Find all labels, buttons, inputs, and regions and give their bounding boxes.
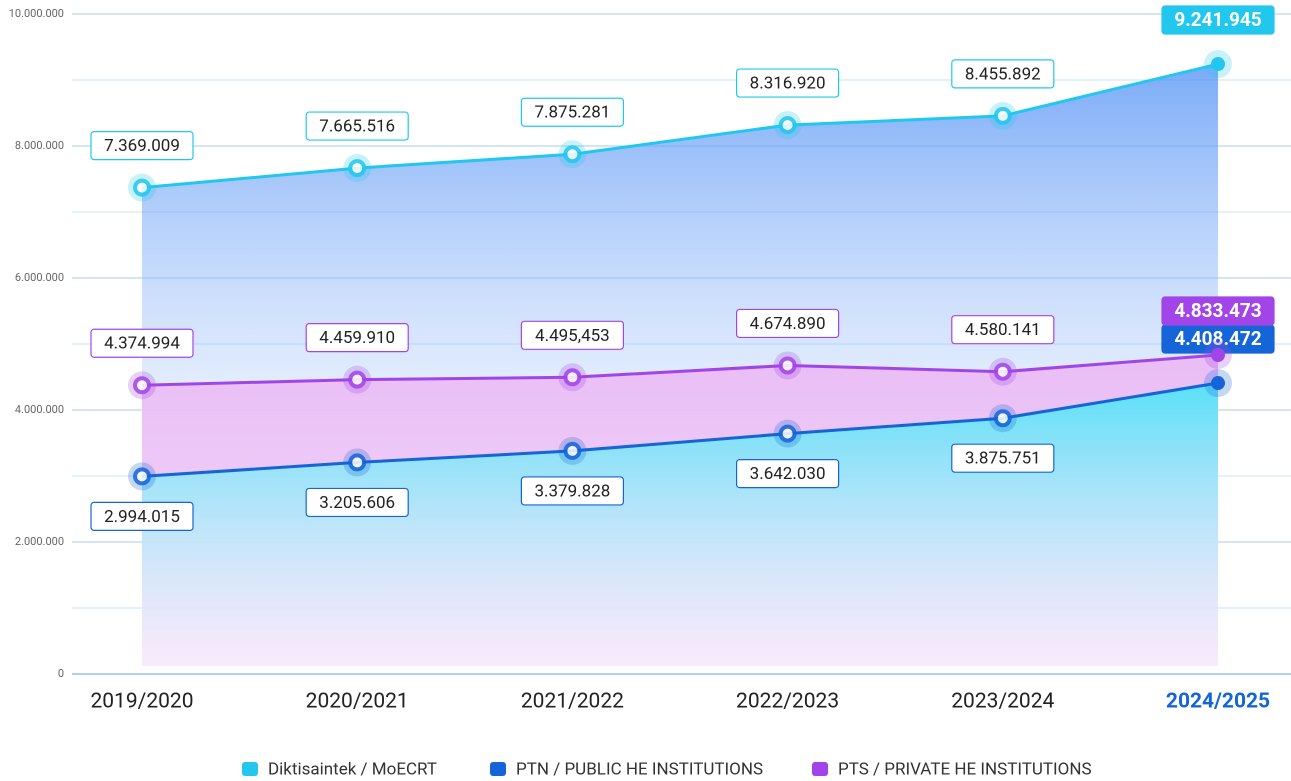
data-label-box: [90, 501, 194, 531]
data-label-group: 4.580.141: [951, 315, 1055, 345]
data-label: 9.241.945: [1174, 8, 1261, 31]
line: [141, 381, 1219, 478]
area: [142, 383, 1218, 666]
data-label-box: [735, 459, 840, 489]
data-label-box: [90, 328, 194, 358]
marker: [133, 376, 151, 395]
marker: [993, 409, 1012, 428]
line: [141, 353, 1219, 387]
data-label-group: 4.374.994: [90, 328, 194, 358]
marker: [778, 424, 797, 443]
marker: [993, 106, 1012, 125]
marker: [133, 467, 151, 486]
legend-swatch: [242, 762, 258, 776]
marker: [348, 159, 367, 178]
y-tick-label: 8.000.000: [15, 139, 64, 152]
data-label: 7.369.009: [104, 136, 180, 156]
data-label-group: 3.379.828: [520, 476, 625, 506]
legend-label: PTN / PUBLIC HE INSTITUTIONS: [516, 759, 763, 779]
data-label-group: 3.205.606: [305, 487, 409, 518]
x-tick-label: 2021/2022: [521, 690, 624, 714]
data-label-group: 4.833.473: [1161, 296, 1275, 326]
data-label-group: 2.994.015: [90, 501, 194, 531]
y-tick-label: 2.000.000: [15, 535, 64, 548]
data-label: 3.205.606: [319, 493, 395, 513]
data-label: 4.408.472: [1174, 327, 1261, 350]
marker: [563, 441, 582, 460]
legend-label: PTS / PRIVATE HE INSTITUTIONS: [838, 759, 1092, 779]
data-label-box: [90, 131, 194, 161]
data-label: 4.374.994: [104, 334, 180, 354]
data-label: 7.665.516: [319, 117, 395, 137]
marker: [563, 368, 582, 387]
y-tick-label: 6.000.000: [15, 271, 64, 284]
marker: [778, 356, 797, 375]
data-label-group: 8.455.892: [951, 59, 1055, 89]
data-label: 8.316.920: [750, 74, 826, 94]
data-label-box: [520, 320, 625, 350]
data-label-group: 3.875.751: [951, 443, 1055, 473]
marker: [348, 453, 367, 472]
data-label-box: [305, 323, 409, 353]
data-label-box: [735, 308, 840, 339]
x-tick-label: 2019/2020: [90, 690, 193, 714]
data-label-group: 4.459.910: [305, 323, 409, 353]
data-label-box: [520, 97, 625, 127]
data-label: 4.580.141: [965, 320, 1041, 340]
data-label-group: 4.674.890: [735, 308, 840, 339]
data-label-box: [520, 476, 625, 506]
data-label-group: 8.316.920: [735, 68, 840, 98]
legend-label: Diktisaintek / MoECRT: [268, 759, 437, 779]
data-label-box: [951, 443, 1055, 473]
marker: [563, 145, 582, 164]
data-label-box: [951, 59, 1055, 89]
legend-swatch: [490, 762, 506, 776]
x-tick-label: 2020/2021: [306, 690, 409, 714]
x-tick-label: 2023/2024: [951, 690, 1054, 714]
marker: [1211, 347, 1225, 362]
data-label-box: [305, 111, 409, 141]
data-label-group: 9.241.945: [1161, 5, 1275, 35]
marker: [993, 362, 1012, 381]
data-label-box: [1161, 5, 1275, 35]
marker: [778, 116, 797, 135]
data-label-box: [305, 487, 409, 518]
x-tick-label: 2022/2023: [736, 690, 839, 714]
line: [141, 62, 1219, 190]
data-label: 4.459.910: [319, 328, 395, 348]
data-label: 3.875.751: [965, 449, 1041, 469]
data-label-group: 7.369.009: [90, 131, 194, 161]
data-label: 8.455.892: [965, 64, 1041, 84]
data-label: 4.495,453: [535, 326, 610, 346]
marker: [133, 178, 151, 197]
data-label-group: 7.665.516: [305, 111, 409, 141]
data-label-box: [951, 315, 1055, 345]
data-label: 3.379.828: [534, 481, 610, 501]
legend-swatch: [812, 762, 828, 776]
data-label: 3.642.030: [750, 464, 826, 484]
data-label: 4.674.890: [750, 314, 826, 334]
y-tick-label: 10.000.000: [9, 7, 64, 20]
data-label: 2.994.015: [104, 507, 180, 527]
data-label-box: [1161, 296, 1275, 326]
y-tick-label: 4.000.000: [15, 403, 64, 416]
y-tick-label: 0: [58, 667, 64, 680]
data-label-group: 7.875.281: [520, 97, 625, 127]
marker: [348, 370, 367, 389]
marker: [1211, 57, 1225, 72]
data-label: 7.875.281: [534, 103, 610, 123]
data-label-group: 4.495,453: [520, 320, 625, 350]
data-label: 4.833.473: [1174, 299, 1261, 322]
marker: [1211, 376, 1225, 391]
data-label-group: 3.642.030: [735, 459, 840, 489]
data-label-box: [735, 68, 840, 98]
x-tick-label: 2024/2025: [1166, 690, 1270, 714]
